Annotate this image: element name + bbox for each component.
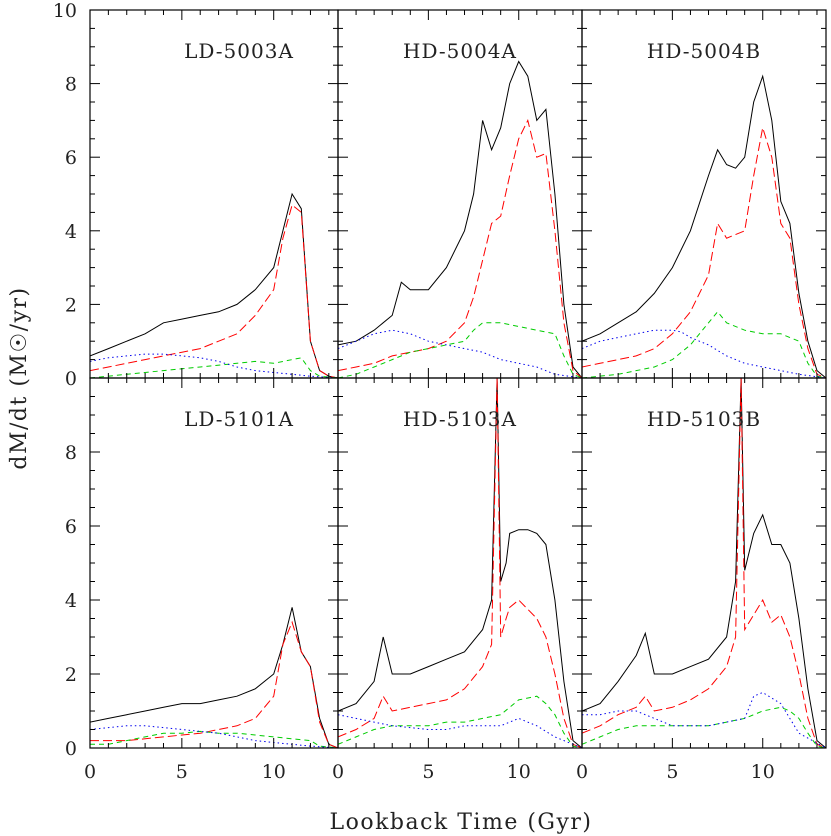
series-line-2: [90, 620, 338, 748]
y-tick-label: 4: [65, 221, 77, 243]
series-line-3: [90, 357, 338, 378]
panel-title: HD-5103B: [647, 407, 761, 431]
y-tick-label: 6: [65, 516, 77, 538]
x-tick-label: 5: [176, 761, 188, 783]
y-tick-label: 8: [65, 74, 77, 96]
series-line-1: [582, 378, 826, 748]
series-line-2: [582, 378, 826, 748]
x-tick-label: 10: [507, 761, 531, 783]
y-tick-label: 10: [53, 0, 77, 22]
series-line-3: [582, 706, 826, 748]
series-line-3: [90, 730, 338, 748]
series-line-4: [338, 329, 582, 378]
x-tick-label: 0: [84, 761, 96, 783]
panel-hd-5004b: HD-5004B: [581, 9, 827, 379]
y-tick-label: 6: [65, 147, 77, 169]
panel-ld-5101a: 0 5 10 0 2 4 6 8 LD-5101A: [65, 377, 339, 783]
y-tick-label: 4: [65, 590, 77, 612]
series-line-4: [582, 691, 826, 748]
panel-title: LD-5003A: [184, 39, 294, 63]
x-tick-label: 10: [262, 761, 286, 783]
y-tick-label: 0: [65, 368, 77, 390]
series-line-1: [90, 607, 338, 748]
panel-hd-5103a: 0 5 10 HD-5103A: [332, 377, 583, 783]
x-tick-label: 10: [751, 761, 775, 783]
panel-frame: [337, 377, 583, 749]
y-tick-label: 0: [65, 738, 77, 760]
panel-hd-5004a: HD-5004A: [337, 9, 583, 379]
panel-hd-5103b: 0 5 10 HD-5103B: [576, 377, 827, 783]
panels-group: 0 2 4 6 8 10 LD-5003A HD-5004A HD-5004B 0 5 10 0 2 4 6 8…: [53, 0, 827, 783]
y-tick-label: 2: [65, 664, 77, 686]
series-line-2: [338, 118, 582, 378]
y-tick-label: 8: [65, 442, 77, 464]
panel-title: HD-5103A: [403, 407, 517, 431]
panel-ld-5003a: 0 2 4 6 8 10 LD-5003A: [53, 0, 339, 390]
x-tick-label: 5: [422, 761, 434, 783]
series-line-1: [90, 192, 338, 378]
y-tick-label: 2: [65, 294, 77, 316]
series-line-1: [338, 60, 582, 378]
x-tick-label: 0: [576, 761, 588, 783]
x-tick-label: 0: [332, 761, 344, 783]
series-line-2: [582, 127, 826, 378]
panel-title: HD-5004B: [647, 39, 761, 63]
panel-title: HD-5004A: [403, 39, 517, 63]
series-line-3: [338, 322, 582, 378]
series-line-4: [582, 329, 826, 378]
panel-title: LD-5101A: [184, 407, 294, 431]
series-line-1: [582, 74, 826, 378]
panel-frame: [89, 9, 339, 379]
series-line-3: [582, 311, 826, 378]
y-axis-title: dM/dt (M☉/yr): [7, 286, 32, 469]
panel-frame: [89, 377, 339, 749]
series-line-3: [338, 695, 582, 748]
series-line-2: [90, 204, 338, 378]
x-tick-label: 5: [666, 761, 678, 783]
x-axis-title: Lookback Time (Gyr): [329, 810, 592, 835]
series-line-2: [338, 378, 582, 748]
series-line-1: [338, 378, 582, 748]
panel-frame: [337, 9, 583, 379]
